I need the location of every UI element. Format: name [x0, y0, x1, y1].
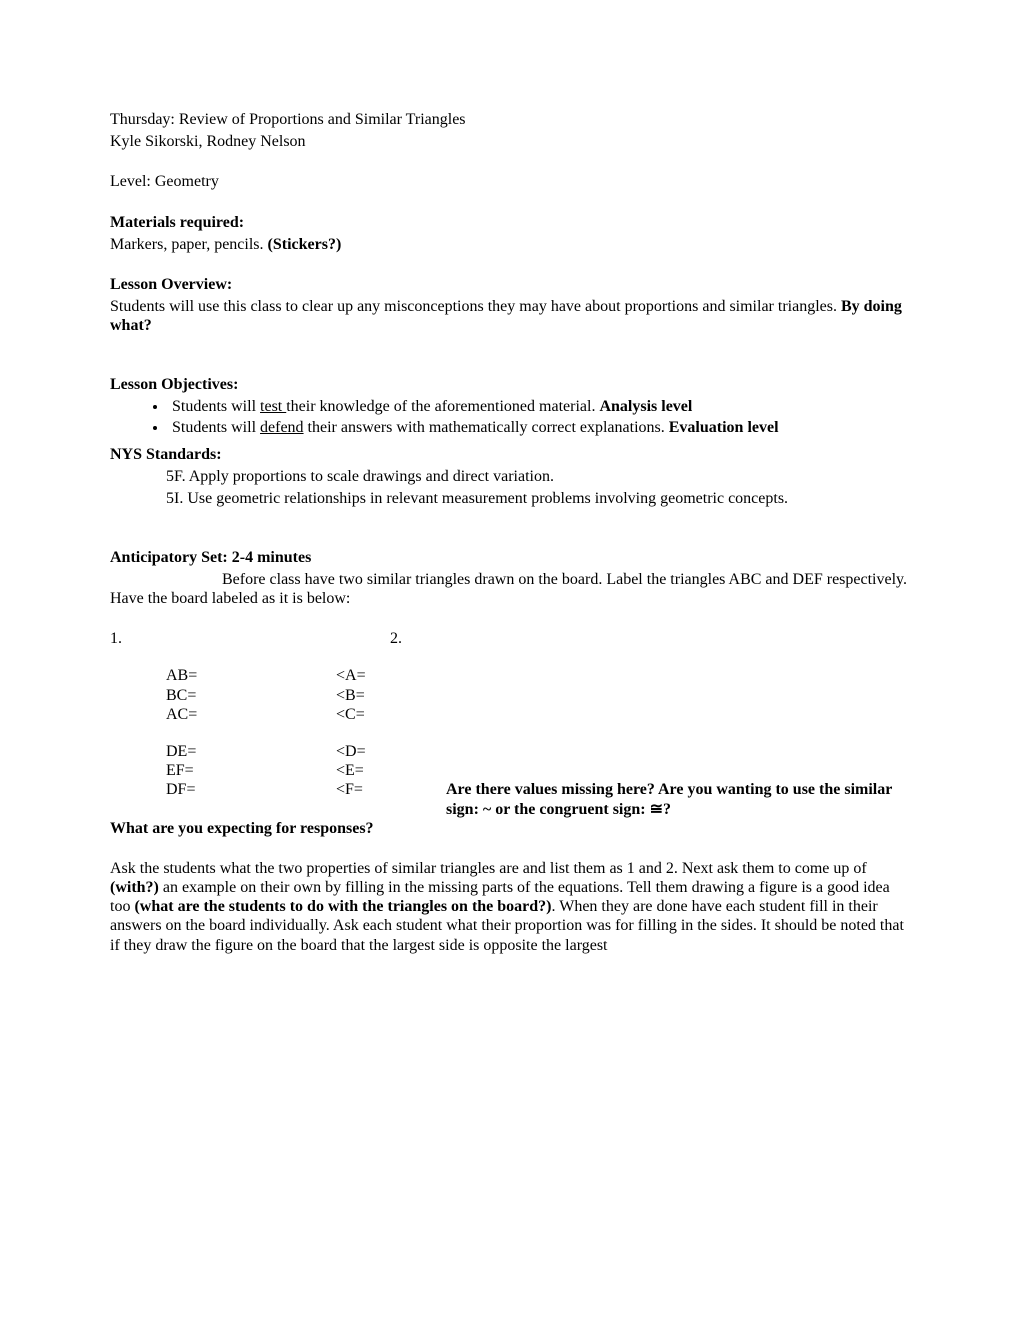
- standard-5i-text: 5I. Use geometric relationships in relev…: [166, 490, 788, 507]
- cell-angle-d: <D=: [336, 742, 446, 761]
- closing-bold1: (with?): [110, 879, 159, 896]
- anticipatory-intro: Before class have two similar triangles …: [110, 570, 910, 608]
- obj1-b: their knowledge of the aforementioned ma…: [286, 398, 599, 415]
- level-line: Level: Geometry: [110, 172, 910, 191]
- standard-5i: 5I. Use geometric relationships in relev…: [110, 489, 910, 508]
- cell-angle-a: <A=: [336, 666, 446, 685]
- objective-item: Students will test their knowledge of th…: [168, 397, 910, 416]
- cell-angle-e: <E=: [336, 761, 446, 780]
- cell-angle-f: <F=: [336, 780, 446, 818]
- table-row: AC= <C=: [110, 705, 910, 724]
- cell-ef: EF=: [166, 761, 336, 780]
- authors-line: Kyle Sikorski, Rodney Nelson: [110, 132, 910, 151]
- q1-b: ?: [663, 801, 671, 818]
- cell-angle-c: <C=: [336, 705, 446, 724]
- obj2-underline: defend: [260, 419, 304, 436]
- overview-text: Students will use this class to clear up…: [110, 298, 841, 315]
- congruent-symbol: ≅: [650, 801, 663, 818]
- anticipatory-heading: Anticipatory Set: 2-4 minutes: [110, 548, 910, 567]
- obj2-a: Students will: [172, 419, 260, 436]
- closing-paragraph: Ask the students what the two properties…: [110, 859, 910, 955]
- materials-text: Markers, paper, pencils.: [110, 236, 268, 253]
- closing-a: Ask the students what the two properties…: [110, 860, 867, 877]
- standard-5f: 5F. Apply proportions to scale drawings …: [110, 467, 910, 486]
- cell-df: DF=: [166, 780, 336, 818]
- number-2: 2.: [390, 629, 402, 648]
- cell-ab: AB=: [166, 666, 336, 685]
- table-row: DE= <D=: [110, 742, 910, 761]
- overview-heading: Lesson Overview:: [110, 275, 910, 294]
- materials-heading: Materials required:: [110, 213, 910, 232]
- materials-bold: (Stickers?): [268, 236, 342, 253]
- question-responses: What are you expecting for responses?: [110, 819, 910, 838]
- materials-body: Markers, paper, pencils. (Stickers?): [110, 235, 910, 254]
- closing-bold2: (what are the students to do with the tr…: [134, 898, 551, 915]
- question-values: Are there values missing here? Are you w…: [446, 780, 910, 818]
- obj1-a: Students will: [172, 398, 260, 415]
- number-row: 1. 2.: [110, 629, 910, 648]
- table-row: EF= <E=: [110, 761, 910, 780]
- cell-de: DE=: [166, 742, 336, 761]
- objectives-list: Students will test their knowledge of th…: [110, 397, 910, 437]
- table-row: BC= <B=: [110, 686, 910, 705]
- title-line: Thursday: Review of Proportions and Simi…: [110, 110, 910, 129]
- obj2-bold: Evaluation level: [669, 419, 779, 436]
- number-1: 1.: [110, 629, 390, 648]
- obj1-underline: test: [260, 398, 286, 415]
- standards-heading: NYS Standards:: [110, 445, 910, 464]
- table-row: AB= <A=: [110, 666, 910, 685]
- obj1-bold: Analysis level: [599, 398, 692, 415]
- obj2-b: their answers with mathematically correc…: [304, 419, 669, 436]
- table-row: DF= <F= Are there values missing here? A…: [110, 780, 910, 818]
- cell-bc: BC=: [166, 686, 336, 705]
- objectives-heading: Lesson Objectives:: [110, 375, 910, 394]
- overview-body: Students will use this class to clear up…: [110, 297, 910, 335]
- document-page: Thursday: Review of Proportions and Simi…: [0, 0, 1020, 1320]
- anticipatory-intro-text: Before class have two similar triangles …: [110, 571, 907, 607]
- cell-ac: AC=: [166, 705, 336, 724]
- cell-angle-b: <B=: [336, 686, 446, 705]
- objective-item: Students will defend their answers with …: [168, 418, 910, 437]
